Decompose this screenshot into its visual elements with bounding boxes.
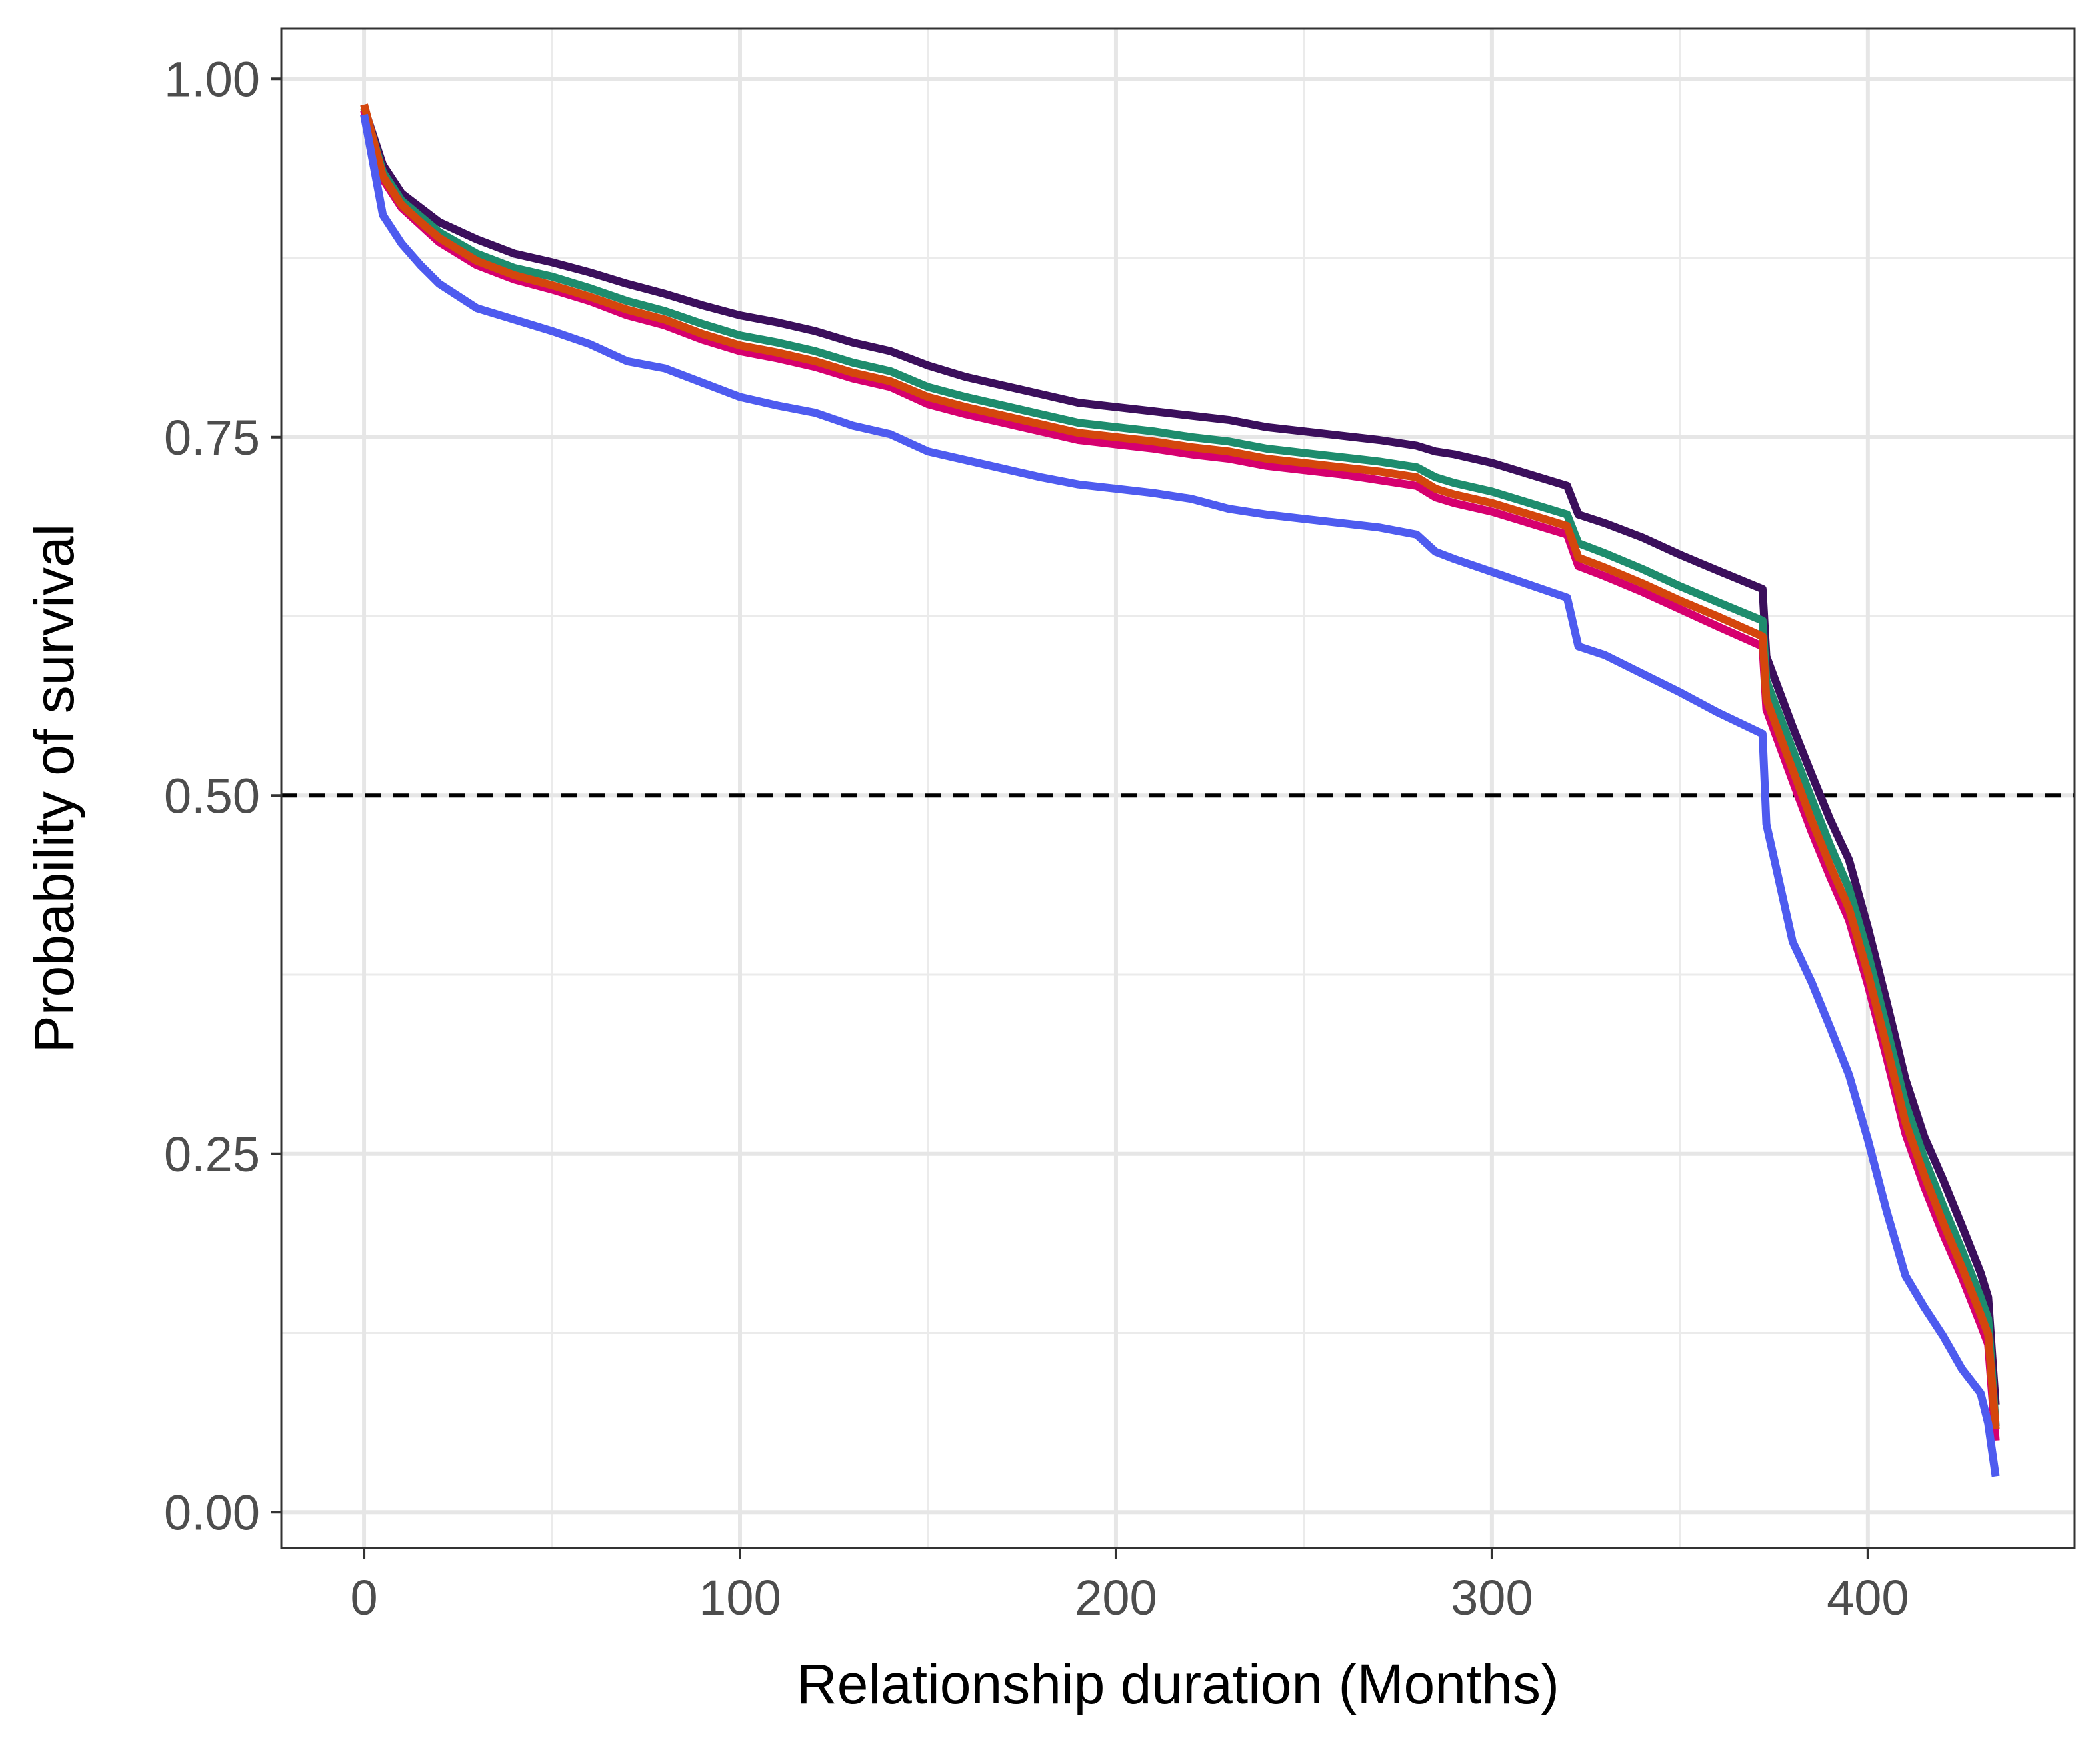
x-tick-label: 200 [1075,1570,1157,1625]
series-line-4 [360,103,2000,1430]
x-tick-label: 100 [699,1570,781,1625]
x-tick-labels: 0 100 200 300 400 [350,1570,1909,1625]
x-tick-label: 300 [1451,1570,1533,1625]
series-line-5 [360,113,2000,1477]
axis-ticks [271,77,1869,1559]
x-tick-label: 400 [1827,1570,1909,1625]
series-line-2 [360,106,2000,1427]
y-tick-labels: 0.00 0.25 0.50 0.75 1.00 [164,51,260,1540]
x-axis-title: Relationship duration (Months) [797,1653,1559,1715]
plot-panel-border [280,27,2076,1549]
y-tick-label: 0.50 [164,768,260,823]
x-tick-label: 0 [350,1570,377,1625]
y-tick-label: 0.25 [164,1127,260,1182]
series-lines [360,103,2000,1477]
series-line-3 [360,109,2000,1441]
y-tick-label: 1.00 [164,51,260,107]
series-line-1 [360,106,2000,1405]
y-tick-label: 0.00 [164,1485,260,1540]
y-tick-label: 0.75 [164,410,260,465]
y-axis-title: Probability of survival [23,524,85,1053]
